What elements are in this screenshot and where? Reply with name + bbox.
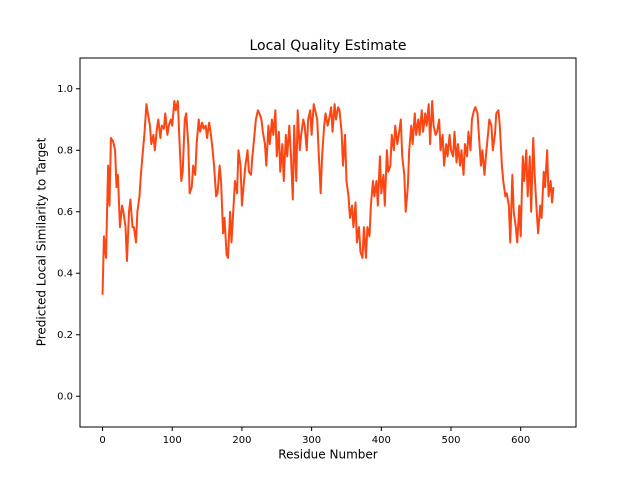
x-tick-label: 500 [441, 435, 460, 446]
x-tick-label: 400 [372, 435, 391, 446]
y-tick-label: 0.0 [57, 391, 73, 402]
x-tick-label: 300 [302, 435, 321, 446]
x-tick-label: 0 [99, 435, 105, 446]
y-tick-label: 0.6 [57, 207, 73, 218]
x-tick-label: 200 [232, 435, 251, 446]
y-tick-label: 1.0 [57, 84, 73, 95]
x-tick-label: 100 [163, 435, 182, 446]
y-tick-label: 0.4 [57, 268, 73, 279]
y-axis-label: Predicted Local Similarity to Target [35, 137, 49, 346]
axes-frame [79, 57, 577, 428]
line-series [101, 100, 555, 295]
y-tick-label: 0.2 [57, 330, 73, 341]
y-tick-label: 0.8 [57, 145, 73, 156]
x-axis-label: Residue Number [278, 448, 377, 462]
x-tick-label: 600 [511, 435, 530, 446]
chart-title: Local Quality Estimate [249, 38, 406, 54]
